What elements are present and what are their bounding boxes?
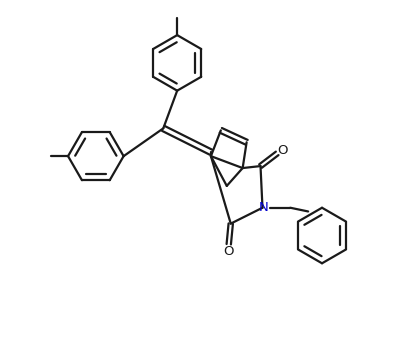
Text: O: O xyxy=(277,144,288,157)
Text: O: O xyxy=(224,245,234,258)
Text: N: N xyxy=(258,201,268,214)
